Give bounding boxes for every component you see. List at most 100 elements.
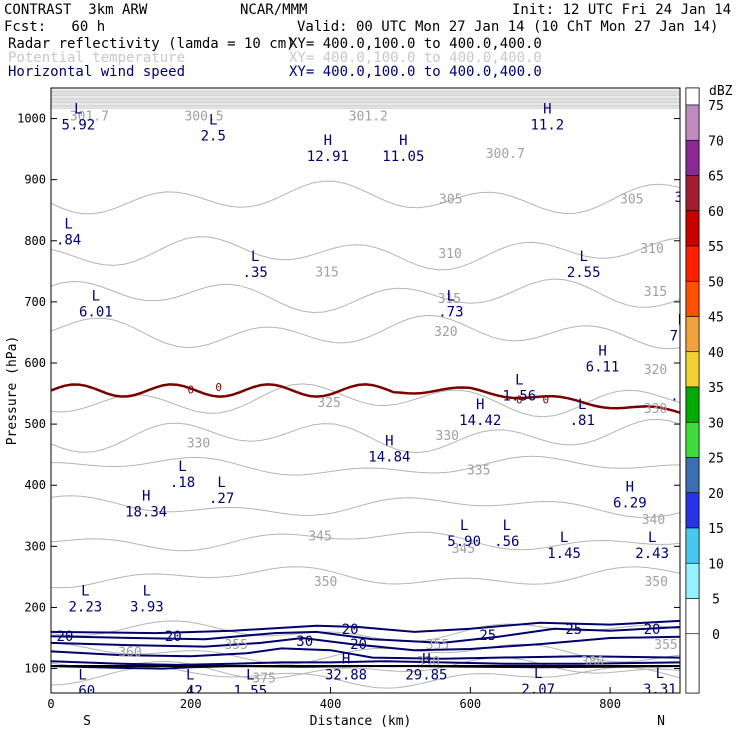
extremum-value: .73	[438, 305, 463, 321]
colorbar-swatch	[685, 210, 700, 247]
extremum-value: 11.2	[530, 118, 564, 134]
theta-label: 350	[314, 575, 337, 590]
wind-contour	[51, 626, 680, 644]
field-theta-xy: XY= 400.0,100.0 to 400.0,400.0	[289, 50, 542, 66]
extremum-marker: H	[476, 397, 484, 413]
extremum-value: 7.4	[670, 329, 695, 345]
theta-contour	[51, 495, 680, 518]
theta-contour	[51, 418, 680, 454]
theta-label: 350	[644, 575, 667, 590]
wind-contour	[51, 635, 680, 652]
isotherm-label: 0	[215, 381, 222, 394]
wind-label: 20	[342, 622, 359, 638]
wind-label: 25	[565, 622, 582, 638]
colorbar-swatch	[685, 633, 700, 694]
colorbar-swatch	[685, 139, 700, 176]
wind-label: 20	[644, 622, 661, 638]
theta-label: 300.7	[486, 147, 525, 162]
extremum-value: .35	[243, 265, 268, 281]
wind-label: 30	[296, 634, 313, 650]
theta-label: 301.7	[70, 110, 109, 125]
theta-contour	[51, 566, 680, 589]
extremum-marker: L	[74, 102, 82, 118]
colorbar-swatch	[685, 245, 700, 282]
extremum-value: 1.56	[503, 388, 537, 404]
extremum-marker: L	[503, 518, 511, 534]
plot-frame	[50, 87, 681, 694]
extremum-marker: L	[560, 530, 568, 546]
forecast-hour: Fcst: 60 h	[4, 19, 106, 35]
extremum-value: 3.31	[643, 682, 677, 698]
theta-contours	[51, 89, 680, 689]
extremum-value: 12.91	[307, 149, 349, 165]
colorbar-swatch	[685, 104, 700, 141]
colorbar-label: 40	[708, 346, 724, 361]
colorbar-swatch	[685, 492, 700, 529]
theta-label: 335	[467, 463, 490, 478]
theta-label: 305	[620, 193, 643, 208]
wind-label: 20	[165, 629, 182, 645]
theta-label: 320	[434, 325, 457, 340]
y-tick-label: 300	[24, 539, 46, 553]
theta-contour	[51, 278, 680, 314]
colorbar-swatch	[685, 421, 700, 458]
colorbar-label: 55	[708, 240, 724, 255]
extremum-value: 32.88	[325, 668, 367, 684]
theta-label: 330	[436, 429, 459, 444]
x-end-label-north: N	[657, 714, 665, 729]
extremum-marker: L	[534, 666, 542, 682]
colorbar-label: 65	[708, 170, 724, 185]
extremum-marker: L	[178, 459, 186, 475]
colorbar-label: 5	[712, 593, 720, 608]
extremum-marker: H	[142, 489, 150, 505]
extremum-marker: L	[143, 583, 151, 599]
theta-contour	[51, 642, 680, 665]
extremum-marker: L	[515, 372, 523, 388]
x-tick-label: 800	[599, 697, 621, 711]
colorbar-swatch	[685, 316, 700, 353]
extremum-marker: L	[656, 666, 664, 682]
extremum-value: 3.93	[130, 599, 164, 615]
extremum-value: 2.07	[521, 682, 555, 698]
extremum-marker: L	[578, 397, 586, 413]
x-end-label-south: S	[83, 714, 91, 729]
theta-contour	[51, 455, 680, 476]
extremum-value: 1.45	[547, 546, 581, 562]
y-tick-label: 200	[24, 600, 46, 614]
theta-label: 310	[640, 242, 663, 257]
extremum-value: 6.11	[586, 360, 620, 376]
theta-label: 300.5	[184, 110, 223, 125]
colorbar-label: 20	[708, 487, 724, 502]
extremum-value: 14.84	[368, 450, 410, 466]
extremum-value: 11.05	[382, 149, 424, 165]
y-tick-label: 100	[24, 662, 46, 676]
colorbar-label: 70	[708, 134, 724, 149]
theta-label: 315	[315, 265, 338, 280]
extremum-value: 2.55	[567, 265, 601, 281]
theta-label: 355	[426, 638, 449, 653]
theta-contour	[51, 314, 680, 350]
extremum-marker: L	[81, 583, 89, 599]
extremum-marker: H	[422, 652, 430, 668]
extremum-marker: L	[648, 530, 656, 546]
theta-contour	[51, 531, 680, 552]
x-axis-title: Distance (km)	[310, 714, 412, 729]
extremum-value: 6.01	[79, 305, 113, 321]
theta-label: 360	[118, 645, 141, 660]
theta-label: 375	[252, 672, 275, 687]
y-tick-label: 700	[24, 295, 46, 309]
colorbar-swatch	[685, 457, 700, 494]
colorbar-label: 75	[708, 99, 724, 114]
extremum-marker: H	[678, 313, 686, 329]
isotherm-label: 0	[543, 394, 550, 407]
extremum-value: 3.1	[674, 190, 699, 206]
org-label: NCAR/MMM	[240, 2, 308, 18]
extremum-value: .60	[70, 684, 95, 700]
extremum-marker: L	[251, 249, 259, 265]
extremum-marker: L	[64, 217, 72, 233]
colorbar-swatch	[685, 562, 700, 599]
y-tick-label: 1000	[17, 112, 46, 126]
colorbar-label: 0	[712, 628, 720, 643]
